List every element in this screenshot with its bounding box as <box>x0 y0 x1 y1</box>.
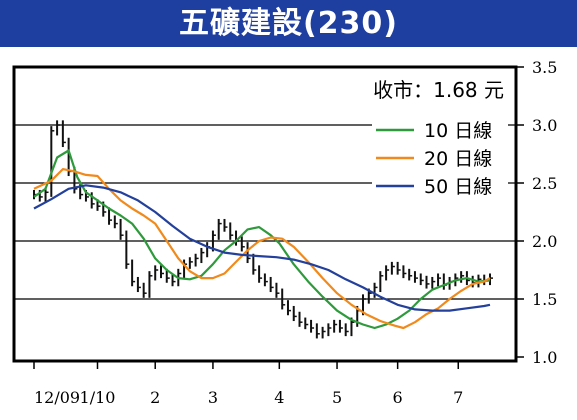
ma-line <box>33 167 491 330</box>
legend-label: 20 日線 <box>424 148 492 170</box>
legend-label: 10 日線 <box>424 120 492 142</box>
x-tick-label: 1/10 <box>80 388 116 407</box>
x-tick-label: 2 <box>150 388 160 407</box>
y-tick-label: 3.0 <box>532 116 557 135</box>
y-tick-label: 2.5 <box>532 174 557 193</box>
x-tick-label: 6 <box>393 388 403 407</box>
y-axis-ticks: 1.0 1.5 2.0 2.5 3.0 3.5 <box>516 58 557 367</box>
x-axis-ticks: 12/09 1/10 2 3 4 5 6 7 <box>33 361 463 407</box>
legend: 10 日線 20 日線 50 日線 <box>372 116 508 198</box>
x-tick-label: 12/09 <box>34 388 80 407</box>
y-tick-label: 2.0 <box>532 232 557 251</box>
close-price-note: 收市：1.68 元 <box>373 78 504 102</box>
chart-frame <box>12 65 518 363</box>
title-bar <box>0 0 577 47</box>
ma-line <box>33 184 491 312</box>
chart-title: 五礦建設(230) <box>178 6 399 41</box>
x-tick-label: 7 <box>453 388 463 407</box>
chart-svg: 1.0 1.5 2.0 2.5 3.0 3.5 12/09 1/10 2 3 4 5 6 7 10 日線… <box>12 58 557 407</box>
x-tick-label: 3 <box>208 388 218 407</box>
y-tick-label: 1.5 <box>532 290 557 309</box>
x-tick-label: 4 <box>274 388 284 407</box>
x-tick-label: 5 <box>332 388 342 407</box>
legend-label: 50 日線 <box>424 176 492 198</box>
y-tick-label: 1.0 <box>532 348 557 367</box>
y-tick-label: 3.5 <box>532 58 557 77</box>
ma-line <box>33 149 491 330</box>
moving-average-lines <box>33 149 491 330</box>
